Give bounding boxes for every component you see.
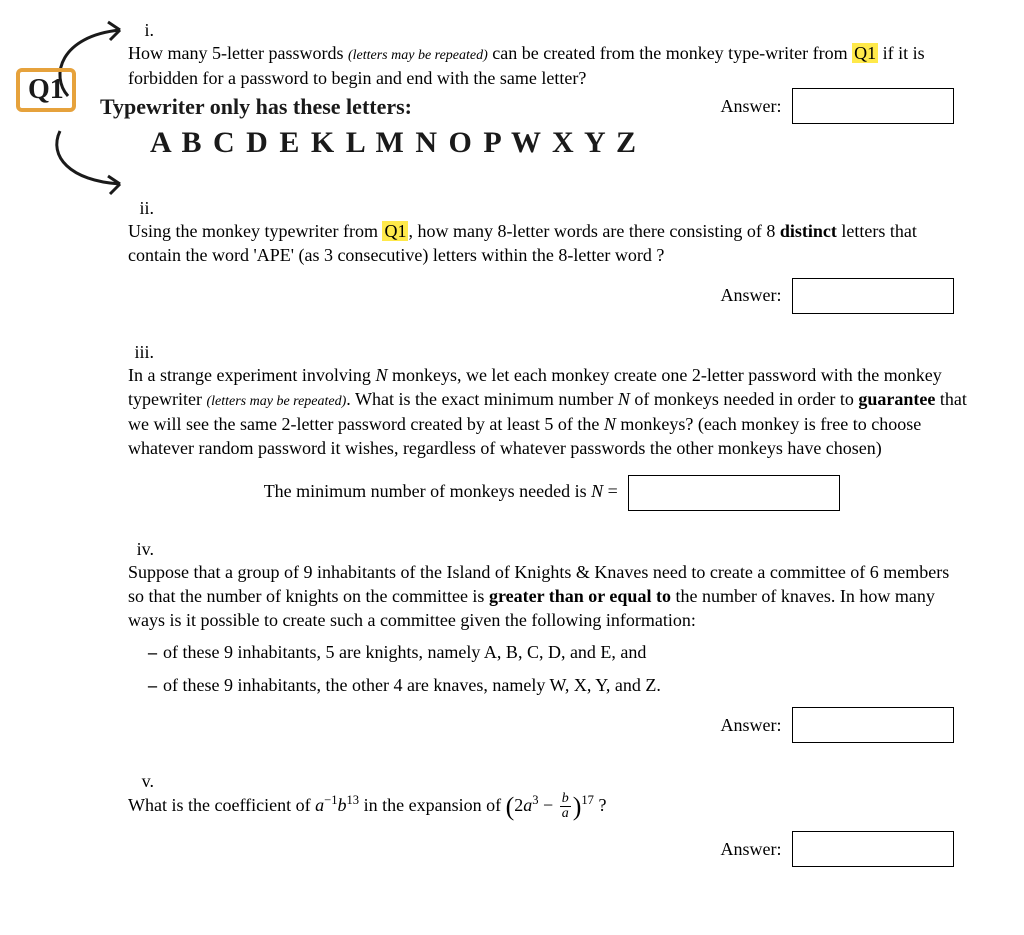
text: . What is the exact minimum number [346,389,618,409]
answer-row: The minimum number of monkeys needed is … [120,475,984,511]
answer-box[interactable] [792,707,954,743]
dash-icon: – [148,675,157,695]
text: , how many 8-letter words are there cons… [408,221,779,241]
text: in the expansion of [359,795,505,815]
q1-highlight: Q1 [382,221,408,241]
item-text: How many 5-letter passwords (letters may… [128,41,968,90]
item-number: ii. [120,198,154,219]
math-var: N [604,414,616,434]
bullet-text: of these 9 inhabitants, 5 are knights, n… [163,642,646,662]
answer-box[interactable] [792,831,954,867]
answer-row: Answer: [120,278,954,314]
bold-text: guarantee [858,389,935,409]
q1-annotation-box: Q1 [16,68,76,112]
text: What is the coefficient of [128,795,315,815]
handwritten-note: Typewriter only has these letters: [100,94,984,120]
exponent: 13 [347,793,360,807]
question-i: Q1 i. How many 5-letter passwords (lette… [40,20,984,170]
item-text: In a strange experiment involving N monk… [128,363,968,461]
text: can be created from the monkey type-writ… [488,43,852,63]
item-text: What is the coefficient of a−1b13 in the… [128,792,968,821]
item-number: iii. [120,342,154,363]
text: ? [594,795,607,815]
answer-row: Answer: [120,707,954,743]
question-ii: ii. Using the monkey typewriter from Q1,… [120,198,984,314]
bullet-item: –of these 9 inhabitants, 5 are knights, … [148,640,968,664]
exponent: −1 [324,793,337,807]
answer-box[interactable] [792,278,954,314]
item-text: Using the monkey typewriter from Q1, how… [128,219,968,268]
text: In a strange experiment involving [128,365,375,385]
handwritten-letters: A B C D E K L M N O P W X Y Z [150,126,721,160]
text: How many 5-letter passwords [128,43,348,63]
minus: − [539,795,558,815]
bold-text: greater than or equal to [489,586,671,606]
item-number: iv. [120,539,154,560]
frac-num: b [560,792,571,807]
paren-note: (letters may be repeated) [348,48,488,63]
answer-prefix: The minimum number of monkeys needed is [264,481,591,501]
answer-row: Answer: [120,831,954,867]
math-var: a [315,795,324,815]
question-v: v. What is the coefficient of a−1b13 in … [120,771,984,867]
dash-icon: – [148,642,157,662]
math-var: N [591,481,603,501]
q1-highlight: Q1 [852,43,878,63]
answer-label: Answer: [721,285,782,306]
item-number: v. [120,771,154,792]
text: Using the monkey typewriter from [128,221,382,241]
item-number: i. [120,20,154,41]
answer-label: Answer: [721,839,782,860]
math-var: N [618,389,630,409]
math-var: N [375,365,387,385]
answer-box[interactable] [628,475,840,511]
question-iii: iii. In a strange experiment involving N… [120,342,984,511]
paren-icon: ( [506,792,515,821]
frac-den: a [560,807,571,821]
math-var: b [338,795,347,815]
math-var: a [523,795,532,815]
fraction: ba [560,792,571,821]
item-text: Suppose that a group of 9 inhabitants of… [128,560,968,697]
exponent: 17 [581,793,594,807]
answer-label: Answer: [721,715,782,736]
bullet-text: of these 9 inhabitants, the other 4 are … [163,675,661,695]
bold-text: distinct [780,221,837,241]
bullet-item: –of these 9 inhabitants, the other 4 are… [148,673,968,697]
paren-note: (letters may be repeated) [206,394,346,409]
coef: 2 [514,795,523,815]
text: of monkeys needed in order to [630,389,858,409]
equals: = [603,481,618,501]
question-iv: iv. Suppose that a group of 9 inhabitant… [120,539,984,743]
